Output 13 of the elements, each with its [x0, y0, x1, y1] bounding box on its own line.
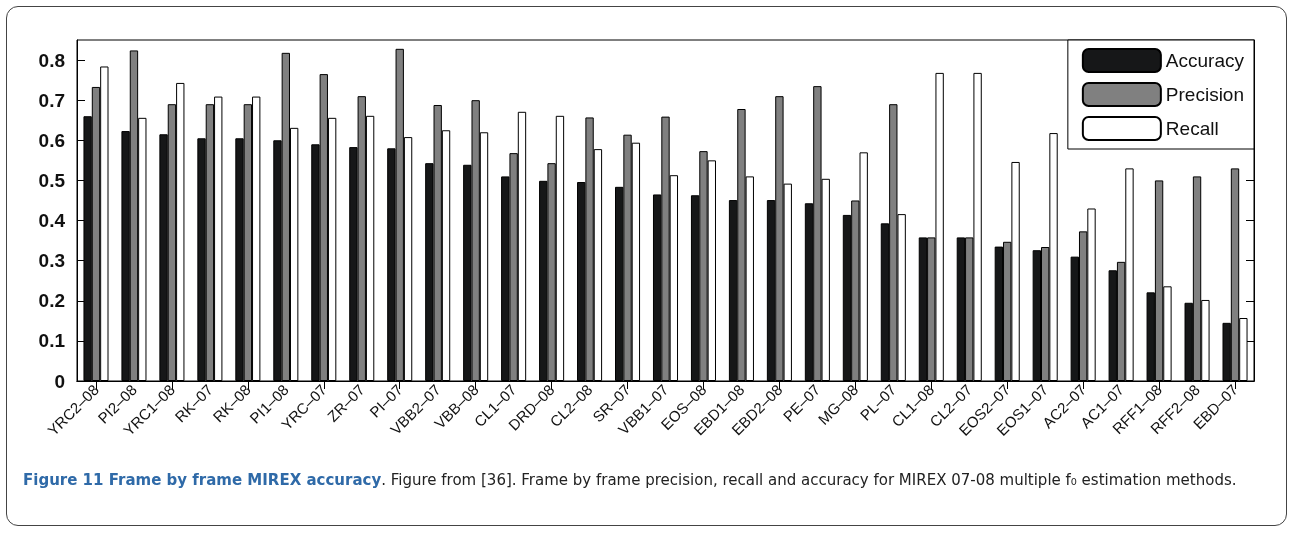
y-tick-label: 0.4	[38, 210, 66, 232]
legend-label: Precision	[1165, 84, 1245, 105]
y-tick-label: 0.3	[38, 250, 65, 272]
y-tick-label: 0.2	[38, 290, 65, 312]
y-tick-label: 0.1	[38, 330, 66, 352]
text: Figure 11 Frame by frame MIREX accuracy	[23, 471, 382, 489]
legend-label: Recall	[1165, 118, 1219, 139]
y-tick-label: 0.7	[38, 89, 65, 111]
y-tick-label: 0.5	[38, 169, 66, 191]
text: . Figure from [36]. Frame by frame precision, recall and accuracy for MIREX 07-08 multiple f₀ estimation methods.	[381, 471, 1237, 489]
y-tick-label: 0.8	[38, 49, 65, 71]
y-tick-label: 0.6	[38, 129, 65, 151]
legend-label: Accuracy	[1165, 50, 1245, 71]
